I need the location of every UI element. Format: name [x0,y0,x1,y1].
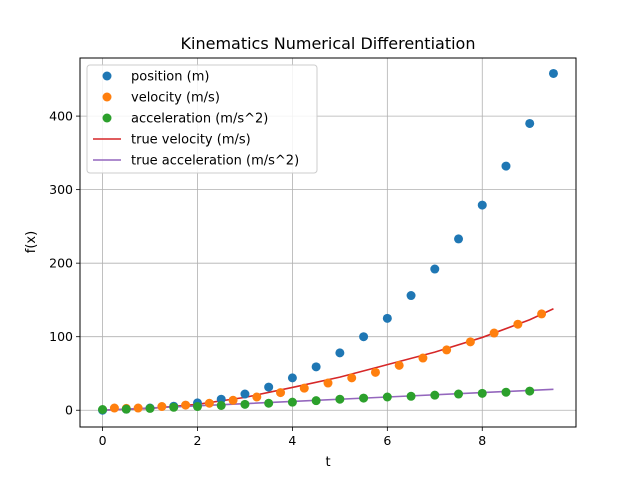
data-point [133,403,143,413]
y-tick-label: 400 [49,109,73,124]
y-tick-label: 0 [65,403,73,418]
data-point [430,264,440,274]
data-point [477,200,487,210]
legend-label: velocity (m/s) [131,91,220,106]
data-point [276,388,286,398]
data-point [501,161,511,171]
data-point [311,396,321,406]
data-point [525,386,535,396]
x-tick-label: 6 [383,433,391,448]
data-point [335,348,345,358]
data-point [216,400,226,410]
data-point [359,332,369,342]
data-point [169,402,179,412]
data-point [382,313,392,323]
data-point [370,367,380,377]
data-point [359,393,369,403]
data-point [240,389,250,399]
data-point [240,399,250,409]
data-point [299,383,309,393]
data-point [216,394,226,404]
data-point [442,345,452,355]
data-point [145,403,155,413]
data-point [454,389,464,399]
y-axis: 0 100 200 300 400 [49,109,80,418]
x-tick-label: 4 [288,433,296,448]
data-point [204,398,214,408]
data-point [406,291,416,301]
data-point [121,404,131,414]
data-point [228,395,238,405]
data-point [157,402,167,412]
y-tick-label: 300 [49,182,73,197]
data-point [287,373,297,383]
legend-label: true velocity (m/s) [131,133,251,148]
data-point [335,394,345,404]
data-point [454,234,464,244]
data-point [430,390,440,400]
legend-label: acceleration (m/s^2) [131,112,268,127]
data-point [347,373,357,383]
data-point [264,382,274,392]
x-tick-label: 0 [99,433,107,448]
legend: position (m) velocity (m/s) acceleration (… [86,64,318,174]
data-point [525,118,535,128]
data-point [537,309,547,319]
data-point [109,403,119,413]
x-tick-label: 2 [193,433,201,448]
data-point [264,398,274,408]
x-axis: 0 2 4 6 8 [99,427,486,448]
legend-marker-swatch [102,71,112,81]
legend-label: position (m) [131,70,209,85]
x-tick-label: 8 [478,433,486,448]
data-point [513,319,523,329]
data-point [548,68,558,78]
y-axis-label: f(x) [24,231,39,253]
legend-label: true acceleration (m/s^2) [131,154,299,169]
legend-marker-swatch [102,92,112,102]
data-point [406,391,416,401]
data-point [311,362,321,372]
data-point [98,404,108,414]
data-point [252,392,262,402]
data-point [489,328,499,338]
data-point [382,392,392,402]
data-point [181,400,191,410]
data-point [418,353,428,363]
plot-frame [79,57,577,428]
data-point [287,397,297,407]
series-points [98,68,558,415]
data-point [501,387,511,397]
y-tick-label: 100 [49,329,73,344]
data-point [465,337,475,347]
data-point [323,378,333,388]
y-tick-label: 200 [49,256,73,271]
legend-marker-swatch [102,113,112,123]
x-axis-label: t [325,455,330,470]
legend-box [86,64,318,174]
data-point [477,388,487,398]
data-point [394,360,404,370]
chart-title: Kinematics Numerical Differentiation [181,34,476,53]
data-point [192,402,202,412]
